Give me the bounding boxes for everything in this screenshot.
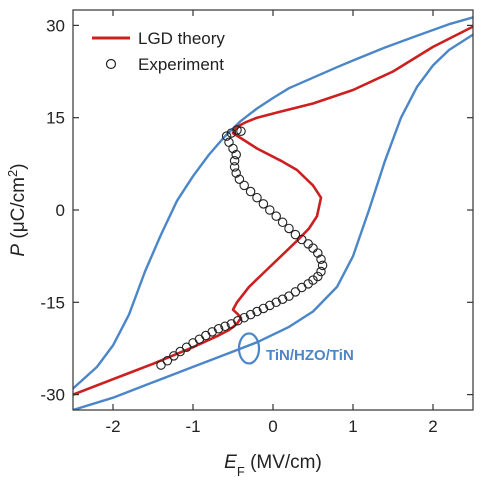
experiment-point [303, 239, 313, 249]
experiment-point [290, 229, 301, 240]
experiment-point [213, 324, 224, 334]
hysteresis-lower-branch [73, 33, 473, 410]
x-tick-label: -2 [105, 417, 120, 436]
experiment-point [271, 211, 281, 221]
x-tick-label: 1 [348, 417, 357, 436]
y-axis-label-sup: 2 [5, 170, 20, 177]
y-tick-label: -15 [40, 293, 65, 312]
experiment-point [313, 248, 323, 258]
x-tick-label: 0 [268, 417, 277, 436]
legend: LGD theory Experiment [92, 29, 225, 74]
y-axis-label-close: ) [8, 163, 29, 169]
experiment-point [277, 217, 288, 228]
experiment-point [233, 316, 243, 326]
series-layer [73, 16, 473, 410]
experiment-point [290, 287, 301, 297]
experiment-point [316, 266, 326, 277]
y-tick-label: -30 [40, 386, 65, 405]
experiment-point [277, 294, 288, 304]
experiment-point [258, 199, 269, 209]
experiment-point [252, 192, 262, 203]
experiment-point [236, 126, 246, 136]
x-axis-label-main: E [224, 452, 237, 473]
plot-area [73, 16, 473, 410]
experiment-point [265, 300, 275, 311]
experiment-point [265, 205, 275, 215]
experiment-point [245, 186, 256, 197]
legend-label-lgd-theory: LGD theory [138, 29, 225, 48]
y-axis-label: P (μC/cm2) [5, 163, 30, 256]
legend-label-experiment: Experiment [138, 55, 224, 74]
legend-swatch-experiment [105, 58, 117, 70]
experiment-point [258, 303, 269, 314]
y-axis-ticks: -30 -15 0 15 30 [40, 16, 473, 405]
y-tick-label: 30 [46, 16, 65, 35]
x-axis-label-sub: F [237, 464, 245, 479]
experiment-point [229, 162, 240, 172]
experiment-point [221, 131, 232, 141]
x-axis-label: EF (MV/cm) [224, 452, 322, 479]
y-tick-label: 0 [56, 201, 65, 220]
experiment-point [271, 297, 281, 308]
experiment-point [313, 271, 323, 282]
experiment-point [175, 346, 185, 357]
annotation-ellipse [237, 332, 261, 365]
experiment-point [245, 309, 256, 320]
y-axis-label-unit: (μC/cm [8, 177, 29, 244]
experiment-point [232, 125, 242, 135]
experiment-point [284, 223, 294, 234]
experiment-point [239, 180, 249, 191]
experiment-point [234, 174, 245, 184]
experiment-point [207, 327, 217, 337]
hysteresis-upper-branch [73, 16, 473, 390]
experiment-point [169, 351, 179, 361]
x-axis-label-unit: (MV/cm) [245, 452, 322, 473]
experiment-point [316, 254, 326, 264]
experiment-point [229, 156, 240, 166]
experiment-point [156, 360, 166, 370]
x-axis-ticks: -2 -1 0 1 2 [105, 10, 438, 436]
experiment-point [181, 342, 192, 352]
experiment-point [231, 168, 241, 178]
device-annotation: TiN/HZO/TiN [237, 332, 354, 365]
x-tick-label: -1 [185, 417, 200, 436]
experiment-point [226, 128, 237, 138]
experiment-point [220, 321, 230, 332]
experiment-point [224, 137, 234, 148]
experiment-point [226, 319, 237, 329]
lgd-theory-curve [73, 25, 473, 396]
annotation-label: TiN/HZO/TiN [266, 347, 354, 364]
experiment-point [284, 291, 294, 301]
x-tick-label: 2 [428, 417, 437, 436]
experiment-point [317, 260, 328, 271]
experiment-point [162, 356, 173, 366]
y-tick-label: 15 [46, 109, 65, 128]
experiment-point [297, 234, 307, 245]
y-axis-label-main: P [8, 244, 29, 257]
experiment-point [231, 149, 241, 160]
experiment-point [239, 312, 249, 323]
experiment-point [252, 306, 262, 317]
